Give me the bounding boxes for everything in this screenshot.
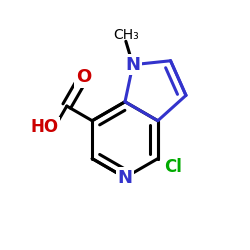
- Text: N: N: [126, 56, 140, 74]
- Text: Cl: Cl: [164, 158, 182, 176]
- Text: CH₃: CH₃: [113, 28, 139, 42]
- Text: HO: HO: [31, 118, 59, 136]
- Text: N: N: [118, 168, 132, 186]
- Text: O: O: [76, 68, 91, 86]
